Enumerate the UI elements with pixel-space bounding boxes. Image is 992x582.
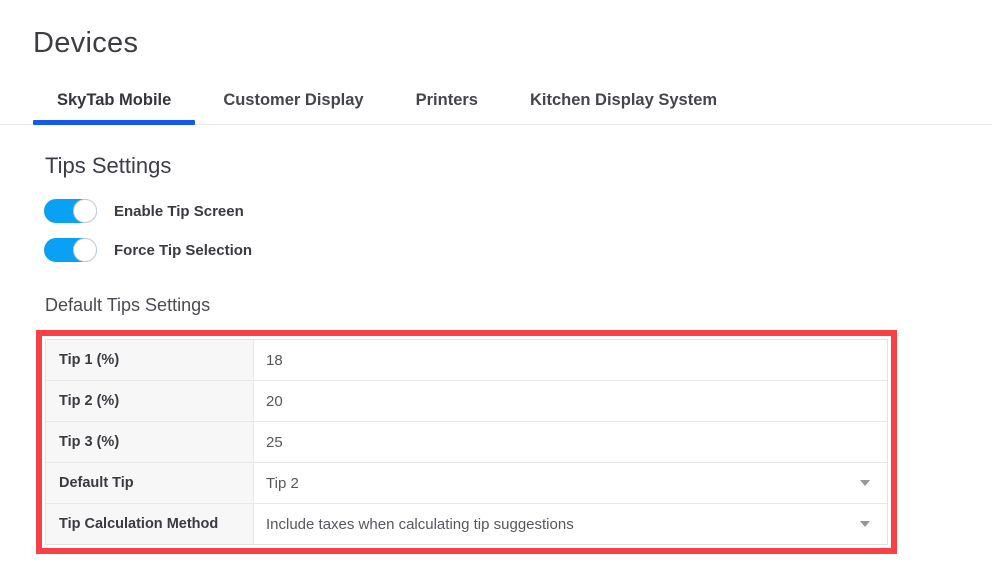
- table-row: Tip Calculation Method Include taxes whe…: [46, 504, 887, 544]
- toggle-knob: [73, 199, 97, 223]
- chevron-down-icon: [860, 480, 870, 486]
- table-row: Tip 2 (%) 20: [46, 381, 887, 422]
- force-tip-selection-toggle[interactable]: [44, 238, 97, 262]
- tip-calculation-method-value: Include taxes when calculating tip sugge…: [266, 515, 574, 533]
- default-tips-settings-heading: Default Tips Settings: [45, 295, 211, 315]
- tab-skytab-mobile[interactable]: SkyTab Mobile: [33, 81, 196, 125]
- chevron-down-icon: [860, 521, 870, 527]
- tip-3-input[interactable]: 25: [266, 433, 283, 451]
- settings-table: Tip 1 (%) 18 Tip 2 (%) 20 Tip 3 (%) 25 D…: [45, 339, 888, 545]
- highlight-box: Tip 1 (%) 18 Tip 2 (%) 20 Tip 3 (%) 25 D…: [36, 330, 897, 554]
- default-tip-value: Tip 2: [266, 474, 299, 492]
- tip-2-label: Tip 2 (%): [46, 381, 254, 421]
- tip-3-label: Tip 3 (%): [46, 422, 254, 462]
- tip-1-input[interactable]: 18: [266, 351, 283, 369]
- tips-settings-heading: Tips Settings: [45, 153, 172, 178]
- table-row: Tip 1 (%) 18: [46, 340, 887, 381]
- tip-2-input[interactable]: 20: [266, 392, 283, 410]
- page-title: Devices: [33, 27, 139, 59]
- default-tip-label: Default Tip: [46, 463, 254, 503]
- enable-tip-screen-toggle[interactable]: [44, 199, 97, 223]
- force-tip-selection-label: Force Tip Selection: [114, 241, 253, 259]
- tab-printers[interactable]: Printers: [415, 91, 478, 109]
- tip-calculation-method-select[interactable]: Include taxes when calculating tip sugge…: [254, 504, 887, 544]
- toggle-knob: [73, 238, 97, 262]
- enable-tip-screen-label: Enable Tip Screen: [114, 202, 244, 220]
- tab-kitchen-display-system[interactable]: Kitchen Display System: [529, 91, 718, 109]
- tip-calculation-method-label: Tip Calculation Method: [46, 504, 254, 544]
- table-row: Tip 3 (%) 25: [46, 422, 887, 463]
- default-tip-select[interactable]: Tip 2: [254, 463, 887, 503]
- table-row: Default Tip Tip 2: [46, 463, 887, 504]
- tip-1-label: Tip 1 (%): [46, 340, 254, 380]
- tab-customer-display[interactable]: Customer Display: [223, 91, 364, 109]
- enable-tip-screen-row: Enable Tip Screen: [44, 199, 992, 223]
- tab-bar: SkyTab Mobile Customer Display Printers …: [0, 81, 992, 125]
- force-tip-selection-row: Force Tip Selection: [44, 238, 992, 262]
